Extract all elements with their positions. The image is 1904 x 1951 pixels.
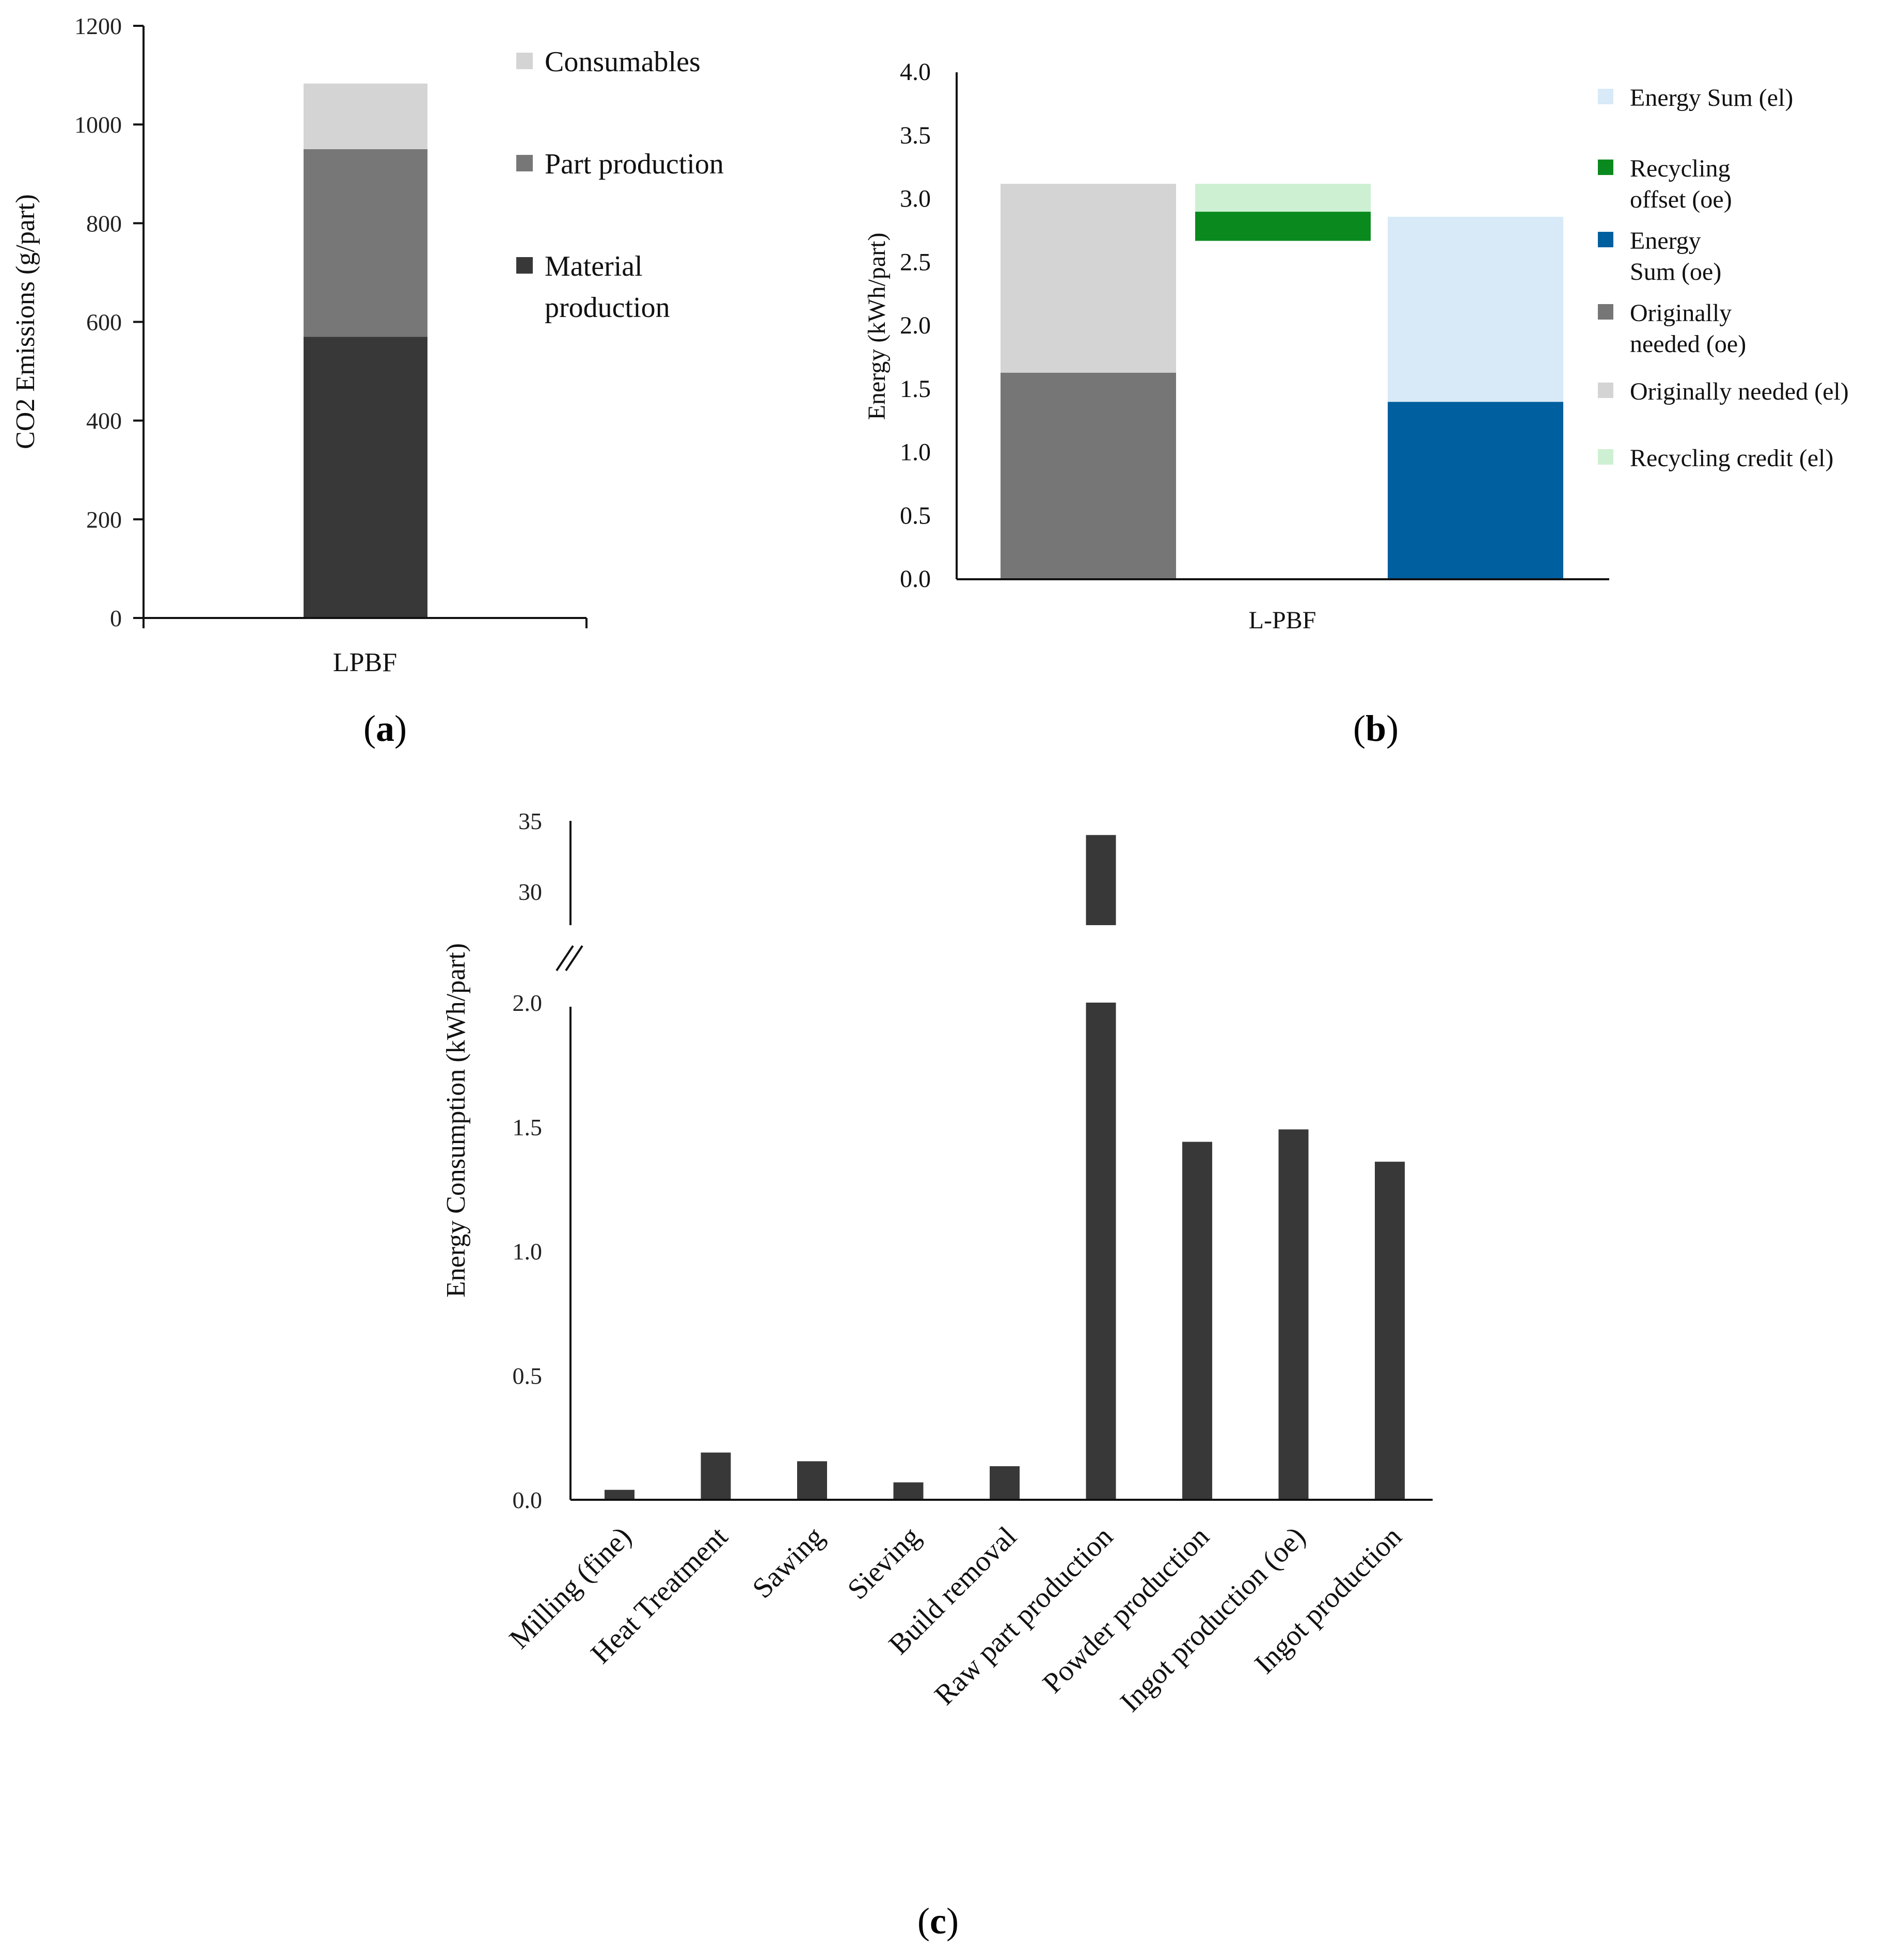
chart-c-y-tick-label: 30: [518, 879, 542, 905]
chart-a-category-label: LPBF: [333, 648, 397, 677]
chart-c-x-tick-label: Ingot production (oe): [1114, 1520, 1312, 1718]
chart-c-bar-ingot-production-oe-: [1278, 1129, 1309, 1500]
chart-c-bar-build-removal: [990, 1466, 1020, 1500]
chart-a-y-tick-label: 800: [86, 210, 122, 236]
chart-c-y-tick-label: 0.5: [513, 1362, 543, 1389]
chart-b-legend-label: needed (oe): [1630, 330, 1746, 358]
chart-c-y-tick-label: 35: [518, 808, 542, 834]
chart-c-axis-break: [556, 945, 574, 972]
chart-b-legend-swatch: [1598, 89, 1613, 104]
chart-b: 0.0 0.5 1.0 1.5 2.0 2.5 3.0 3.5 4.0 Energy (kWh/…: [863, 58, 1849, 749]
chart-b-legend-label: offset (oe): [1630, 186, 1732, 213]
chart-a-bar-material-production: [304, 337, 427, 618]
chart-b-y-tick-label: 3.0: [900, 185, 931, 213]
chart-b-y-tick-label: 2.0: [900, 312, 931, 339]
chart-b-legend-swatch: [1598, 383, 1613, 398]
chart-b-category-label: L-PBF: [1249, 607, 1316, 634]
panel-label-c: (c): [917, 1900, 959, 1942]
chart-a-y-tick-label: 0: [110, 605, 122, 631]
chart-b-bar-energy-sum-el-: [1388, 216, 1563, 402]
panel-label-c-letter: c: [930, 1900, 946, 1942]
chart-c: 0.0 0.5 1.0 1.5 2.0 30 35 Energy Consumption (…: [441, 808, 1433, 1942]
chart-b-y-tick-label: 4.0: [900, 58, 931, 86]
panel-label-b-letter: b: [1366, 708, 1386, 749]
chart-a-bar-consumables: [304, 83, 427, 149]
chart-c-bar-raw-part-production: [1086, 1003, 1116, 1500]
chart-b-y-tick-label: 1.0: [900, 439, 931, 466]
chart-b-legend-label: Energy: [1630, 227, 1701, 255]
chart-c-x-tick-label: Sawing: [747, 1520, 831, 1605]
chart-c-bar-milling-fine-: [605, 1489, 634, 1500]
chart-b-legend-swatch: [1598, 449, 1613, 465]
chart-c-x-tick-label: Sieving: [842, 1520, 927, 1606]
chart-a-y-tick-label: 1200: [74, 13, 122, 39]
chart-c-x-tick-label: Raw part production: [928, 1520, 1119, 1711]
chart-c-x-tick-label: Powder production: [1037, 1520, 1215, 1699]
chart-b-bar-recycling-credit-el-: [1195, 184, 1371, 212]
chart-b-ylabel: Energy (kWh/part): [863, 233, 891, 420]
chart-b-legend-label: Originally: [1630, 299, 1732, 327]
chart-c-bar-sawing: [797, 1461, 827, 1500]
chart-a-bar-part-production: [304, 149, 427, 337]
chart-a-y-tick-label: 400: [86, 408, 122, 434]
chart-b-legend-label: Sum (oe): [1630, 258, 1721, 285]
chart-b-legend-swatch: [1598, 304, 1613, 320]
chart-b-legend-swatch: [1598, 232, 1613, 247]
chart-b-legend-swatch: [1598, 160, 1613, 175]
chart-b-legend-label: Recycling credit (el): [1630, 445, 1833, 472]
chart-c-ylabel: Energy Consumption (kWh/part): [441, 943, 471, 1298]
chart-b-legend-label: Recycling: [1630, 155, 1731, 182]
panel-label-a-letter: a: [376, 708, 394, 749]
chart-a-legend-label: Part production: [545, 148, 724, 180]
chart-b-y-tick-label: 0.5: [900, 502, 931, 529]
chart-c-bar-ingot-production: [1375, 1162, 1405, 1500]
chart-b-y-tick-label: 1.5: [900, 375, 931, 403]
chart-b-bar-originally-needed-oe-: [1001, 372, 1176, 579]
panel-label-a: (a): [363, 708, 407, 749]
chart-b-y-tick-label: 0.0: [900, 565, 931, 593]
chart-a-legend-swatch: [516, 53, 533, 69]
chart-a: 0 200 400 600 800 1000 1200 CO2 Emissions (g/p…: [11, 13, 724, 749]
chart-c-y-tick-label: 0.0: [513, 1487, 543, 1513]
chart-a-legend-swatch: [516, 155, 533, 171]
chart-b-bar-recycling-offset-oe-: [1195, 212, 1371, 241]
chart-b-y-tick-label: 3.5: [900, 122, 931, 149]
chart-a-y-tick-label: 200: [86, 506, 122, 533]
chart-c-y-tick-label: 1.5: [513, 1114, 543, 1140]
chart-a-legend-label: production: [545, 292, 670, 324]
chart-c-axis-break: [565, 945, 583, 972]
chart-b-bar-originally-needed-el-: [1001, 184, 1176, 373]
chart-b-y-tick-label: 2.5: [900, 248, 931, 276]
chart-a-ylabel: CO2 Emissions (g/part): [11, 194, 40, 449]
chart-b-bar-energy-sum-oe-: [1388, 402, 1563, 579]
chart-c-y-tick-label: 2.0: [513, 990, 543, 1016]
chart-a-y-tick-label: 600: [86, 309, 122, 336]
chart-c-bar-powder-production: [1182, 1141, 1212, 1500]
chart-b-legend-label: Energy Sum (el): [1630, 84, 1793, 112]
chart-a-legend-swatch: [516, 257, 533, 274]
chart-a-legend-label: Material: [545, 250, 643, 282]
chart-c-bar-raw-part-production-upper: [1086, 835, 1116, 925]
chart-b-legend-label: Originally needed (el): [1630, 378, 1849, 405]
chart-c-bar-sieving: [893, 1482, 924, 1500]
panel-label-b: (b): [1353, 708, 1399, 749]
chart-c-y-tick-label: 1.0: [513, 1239, 543, 1265]
chart-a-legend-label: Consumables: [545, 46, 701, 78]
chart-c-bar-heat-treatment: [701, 1452, 731, 1500]
chart-a-y-tick-label: 1000: [74, 112, 122, 138]
